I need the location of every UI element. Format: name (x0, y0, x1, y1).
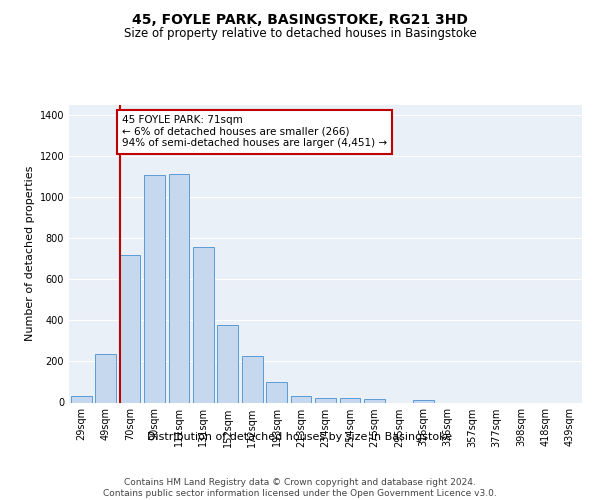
Y-axis label: Number of detached properties: Number of detached properties (25, 166, 35, 342)
Bar (71, 396, 92, 402)
Text: 45, FOYLE PARK, BASINGSTOKE, RG21 3HD: 45, FOYLE PARK, BASINGSTOKE, RG21 3HD (132, 12, 468, 26)
Text: Distribution of detached houses by size in Basingstoke: Distribution of detached houses by size … (148, 432, 452, 442)
Bar (217, 324, 238, 402)
Bar (95, 354, 116, 403)
Text: Contains HM Land Registry data © Crown copyright and database right 2024.
Contai: Contains HM Land Registry data © Crown c… (103, 478, 497, 498)
Bar (169, 174, 190, 402)
Bar (315, 398, 336, 402)
Text: Size of property relative to detached houses in Basingstoke: Size of property relative to detached ho… (124, 28, 476, 40)
Bar (193, 246, 214, 402)
Bar (266, 382, 287, 402)
Bar (290, 396, 311, 402)
Bar (413, 400, 434, 402)
Bar (119, 255, 140, 402)
Bar (340, 398, 361, 402)
Bar (364, 400, 385, 402)
Text: 45 FOYLE PARK: 71sqm
← 6% of detached houses are smaller (266)
94% of semi-detac: 45 FOYLE PARK: 71sqm ← 6% of detached ho… (122, 116, 387, 148)
Bar (144, 175, 165, 402)
Bar (242, 356, 263, 403)
